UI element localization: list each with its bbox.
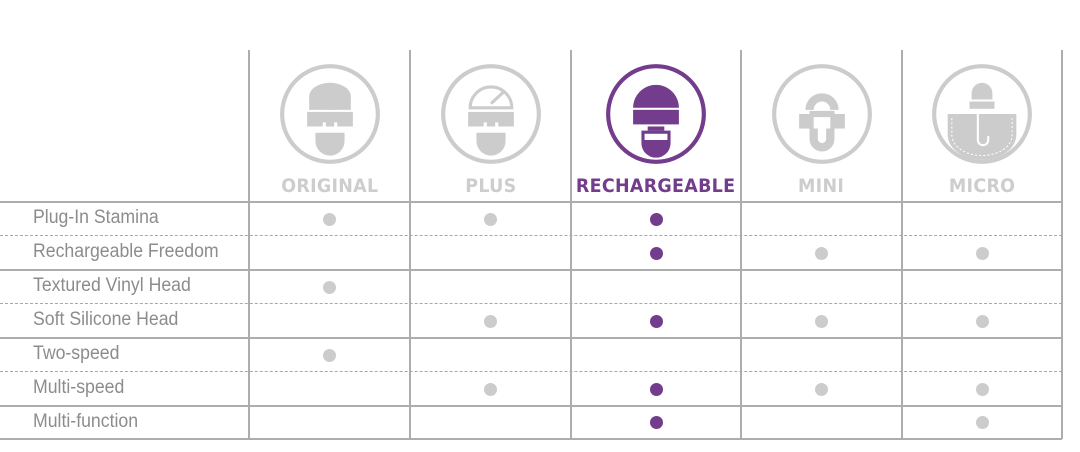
product-name: MICRO <box>948 175 1016 197</box>
column-divider <box>570 50 572 439</box>
row-divider <box>0 235 1062 236</box>
column-divider <box>409 50 411 439</box>
feature-dot <box>649 382 663 396</box>
feature-dot <box>484 314 497 328</box>
row-divider <box>0 438 1062 440</box>
product-header-mini[interactable]: MINI <box>741 50 902 202</box>
row-divider <box>0 405 1062 407</box>
feature-label: Textured Vinyl Head <box>33 275 191 296</box>
column-divider <box>1061 50 1063 439</box>
feature-dot <box>975 382 989 396</box>
feature-dot <box>649 212 663 226</box>
feature-dot <box>484 382 497 396</box>
feature-dot <box>975 314 989 328</box>
product-header-rechargeable[interactable]: RECHARGEABLE <box>571 50 741 202</box>
product-name: ORIGINAL <box>280 175 379 197</box>
feature-dot <box>323 280 336 294</box>
feature-dot <box>323 348 336 362</box>
product-header-plus[interactable]: PLUS <box>410 50 571 202</box>
plug-wand-gauge-icon <box>439 50 543 171</box>
feature-label: Two-speed <box>33 343 120 364</box>
product-name: MINI <box>798 175 845 197</box>
row-divider <box>0 201 1062 203</box>
product-name: PLUS <box>464 175 517 197</box>
feature-dot <box>815 382 828 396</box>
row-divider <box>0 337 1062 339</box>
column-divider <box>248 50 250 439</box>
row-divider <box>0 269 1062 271</box>
feature-dot <box>484 212 497 226</box>
feature-dot <box>323 212 336 226</box>
feature-dot <box>815 246 828 260</box>
column-divider <box>901 50 903 439</box>
product-name: RECHARGEABLE <box>576 175 736 197</box>
feature-label: Plug-In Stamina <box>33 207 159 228</box>
feature-dot <box>975 416 989 429</box>
feature-dot <box>649 246 663 260</box>
feature-label: Multi-function <box>33 410 139 432</box>
product-header-micro[interactable]: MICRO <box>902 50 1062 202</box>
feature-label: Soft Silicone Head <box>33 309 179 330</box>
micro-wand-pocket-icon <box>930 50 1034 171</box>
plug-wand-icon <box>278 50 382 171</box>
rechargeable-wand-icon <box>604 50 708 171</box>
column-divider <box>740 50 742 439</box>
feature-dot <box>649 314 663 328</box>
row-divider <box>0 371 1062 372</box>
mini-wand-icon <box>770 50 874 171</box>
product-header-original[interactable]: ORIGINAL <box>249 50 410 202</box>
row-divider <box>0 303 1062 304</box>
feature-dot <box>975 246 989 260</box>
feature-label: Multi-speed <box>33 377 125 398</box>
feature-dot <box>815 314 828 328</box>
feature-label: Rechargeable Freedom <box>33 241 219 262</box>
feature-dot <box>649 416 663 429</box>
